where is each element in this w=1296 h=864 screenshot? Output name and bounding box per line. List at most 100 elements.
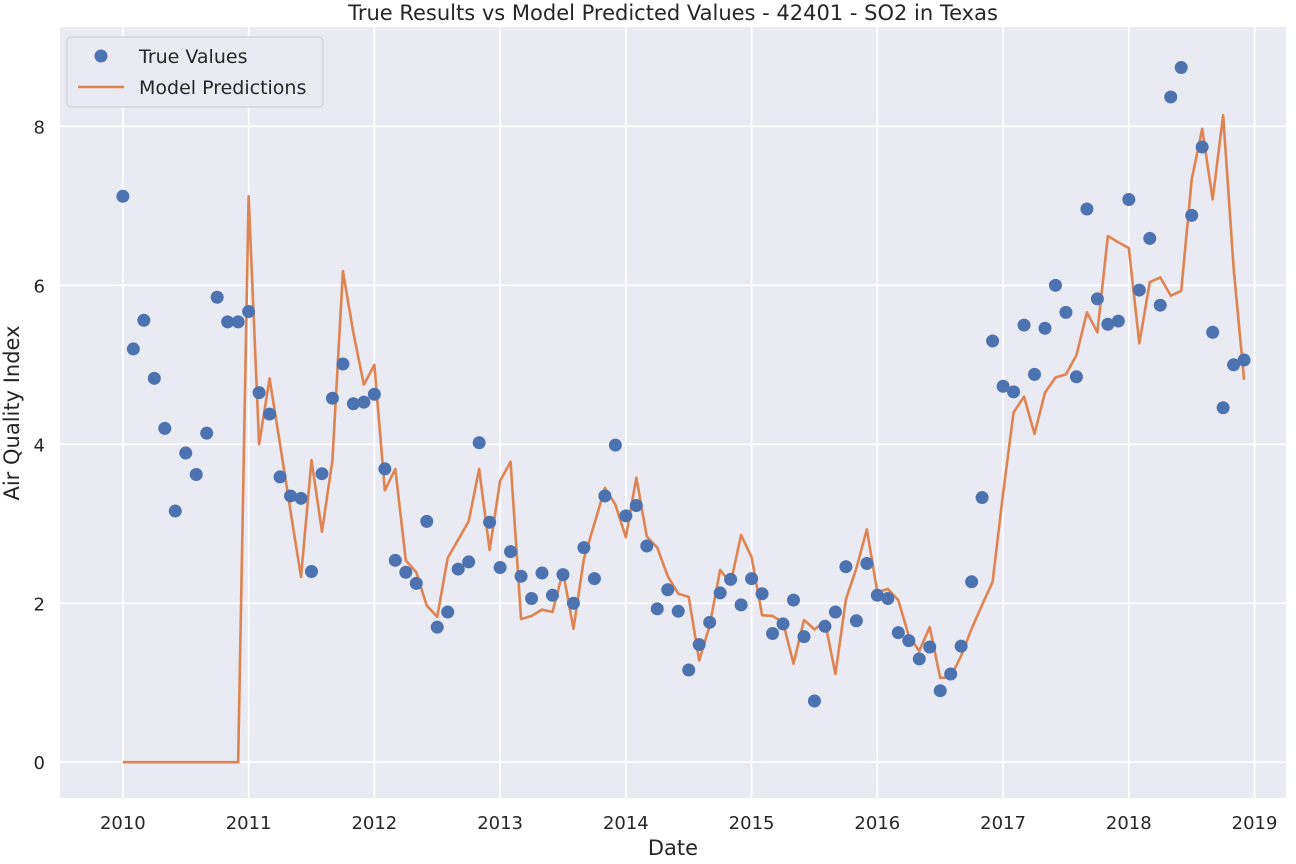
legend-true-values-marker — [94, 49, 108, 63]
true-value-point — [462, 555, 476, 569]
true-value-point — [315, 467, 329, 481]
true-value-point — [273, 470, 287, 484]
true-value-point — [263, 407, 277, 421]
true-value-point — [158, 421, 172, 435]
chart-title: True Results vs Model Predicted Values -… — [347, 1, 998, 25]
true-value-point — [451, 562, 465, 576]
true-value-point — [828, 605, 842, 619]
true-value-point — [692, 638, 706, 652]
true-value-point — [713, 586, 727, 600]
true-value-point — [608, 438, 622, 452]
y-tick-label: 2 — [34, 594, 45, 615]
true-value-point — [200, 426, 214, 440]
true-value-point — [797, 630, 811, 644]
true-value-point — [734, 598, 748, 612]
true-value-point — [849, 614, 863, 628]
true-value-point — [1111, 314, 1125, 328]
true-value-point — [870, 588, 884, 602]
true-value-point — [1216, 401, 1230, 415]
true-value-point — [493, 560, 507, 574]
true-value-point — [1227, 358, 1241, 372]
true-value-point — [116, 189, 130, 203]
true-value-point — [933, 684, 947, 698]
true-value-point — [1007, 385, 1021, 399]
true-value-point — [294, 491, 308, 505]
true-value-point — [1237, 353, 1251, 367]
x-tick-label: 2011 — [226, 813, 272, 834]
true-value-point — [860, 557, 874, 571]
true-value-point — [546, 588, 559, 602]
true-value-point — [304, 564, 318, 578]
true-values-series — [116, 61, 1251, 708]
true-value-point — [388, 553, 402, 567]
true-value-point — [755, 587, 769, 601]
y-axis-label: Air Quality Index — [0, 325, 24, 500]
x-tick-label: 2017 — [980, 813, 1026, 834]
true-value-point — [346, 397, 360, 411]
tick-labels: 2010 2011 2012 2013 2014 2015 2016 2017 2018 2019… — [34, 117, 1278, 834]
true-value-point — [221, 315, 235, 329]
legend: True Values Model Predictions — [66, 36, 324, 108]
true-value-point — [535, 566, 549, 580]
true-value-point — [242, 305, 256, 319]
true-value-point — [1143, 231, 1157, 245]
true-value-point — [661, 583, 675, 597]
true-value-point — [682, 663, 696, 677]
true-value-point — [818, 619, 832, 633]
true-value-point — [1080, 202, 1094, 216]
true-value-point — [766, 626, 780, 640]
true-value-point — [1090, 292, 1104, 306]
y-tick-label: 6 — [34, 276, 45, 297]
true-value-point — [787, 593, 800, 607]
true-value-point — [1195, 140, 1209, 154]
true-value-point — [1059, 305, 1073, 319]
true-value-point — [378, 462, 392, 476]
x-tick-label: 2013 — [477, 813, 523, 834]
true-value-point — [745, 572, 759, 586]
true-value-point — [1164, 90, 1178, 104]
true-value-point — [525, 591, 539, 605]
true-value-point — [996, 379, 1010, 393]
true-value-point — [409, 576, 423, 590]
true-value-point — [441, 605, 455, 619]
true-value-point — [577, 541, 591, 555]
grid — [60, 27, 1286, 798]
true-value-point — [514, 569, 528, 583]
true-value-point — [420, 514, 434, 528]
true-value-point — [912, 652, 926, 666]
true-value-point — [1206, 325, 1220, 339]
true-value-point — [891, 626, 905, 640]
true-value-point — [1185, 208, 1199, 222]
true-value-point — [986, 334, 1000, 348]
true-value-point — [902, 634, 916, 648]
true-value-point — [126, 342, 140, 356]
true-value-point — [168, 504, 182, 518]
x-tick-label: 2014 — [603, 813, 649, 834]
true-value-point — [944, 667, 958, 681]
true-value-point — [619, 509, 633, 523]
true-value-point — [430, 620, 444, 634]
true-value-point — [231, 315, 245, 329]
true-value-point — [367, 387, 381, 401]
true-value-point — [807, 694, 821, 708]
true-value-point — [923, 640, 937, 654]
true-value-point — [1132, 283, 1146, 297]
true-value-point — [483, 515, 497, 529]
true-value-point — [776, 617, 790, 631]
x-tick-label: 2018 — [1106, 813, 1152, 834]
true-value-point — [1048, 278, 1062, 292]
true-value-point — [472, 436, 486, 450]
true-value-point — [1017, 318, 1031, 332]
true-value-point — [598, 489, 612, 503]
true-value-point — [881, 591, 895, 605]
true-value-point — [724, 572, 738, 586]
true-value-point — [252, 386, 266, 400]
true-value-point — [189, 468, 203, 481]
true-value-point — [325, 391, 339, 405]
true-value-point — [587, 572, 601, 586]
true-value-point — [1028, 367, 1042, 381]
true-value-point — [703, 615, 717, 629]
true-value-point — [399, 565, 413, 579]
x-axis-label: Date — [648, 836, 698, 860]
